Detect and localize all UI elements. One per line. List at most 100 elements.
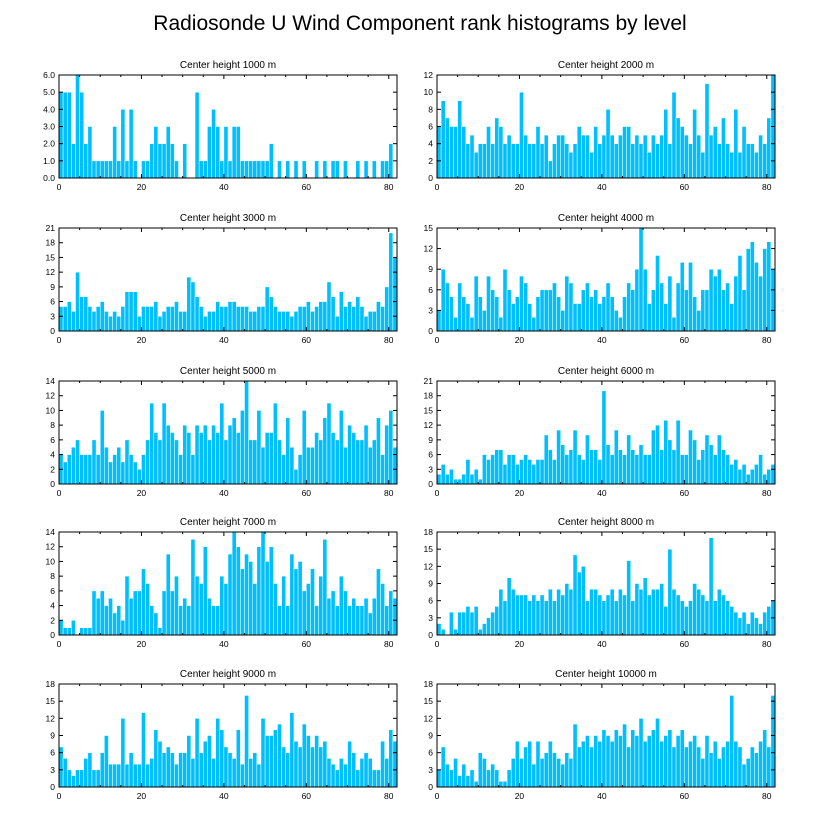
bar	[758, 623, 763, 636]
bar	[630, 449, 636, 485]
bar	[104, 311, 109, 332]
bar	[548, 740, 553, 788]
bar	[721, 594, 726, 636]
bar	[622, 594, 627, 636]
bar	[248, 311, 253, 332]
bar	[762, 248, 768, 332]
bar	[498, 588, 504, 636]
bar	[576, 126, 582, 179]
bar	[754, 617, 759, 636]
bar	[745, 473, 751, 485]
bar	[651, 429, 656, 485]
y-tick-label: 2	[428, 156, 433, 166]
bar	[334, 769, 340, 788]
x-tick-label: 60	[302, 182, 312, 192]
bar	[194, 296, 200, 332]
bar	[568, 588, 574, 636]
bar	[523, 282, 528, 332]
bar	[314, 735, 319, 788]
bar	[585, 282, 590, 332]
bar	[145, 160, 150, 179]
bar	[277, 311, 282, 332]
bar	[301, 723, 307, 788]
bar	[622, 126, 627, 179]
bar	[498, 317, 504, 332]
bar	[539, 594, 545, 636]
bar	[609, 588, 615, 636]
bar	[469, 473, 475, 485]
bar	[564, 583, 570, 636]
bar	[502, 600, 508, 636]
bar	[461, 296, 467, 332]
bar	[112, 126, 117, 179]
bar	[436, 473, 442, 485]
bar	[754, 152, 759, 179]
bar	[465, 303, 471, 332]
bar	[700, 152, 706, 179]
bar	[87, 306, 93, 332]
bar	[453, 758, 458, 788]
bar	[642, 454, 648, 485]
bar	[376, 769, 381, 788]
bar	[622, 296, 627, 332]
bar	[766, 117, 772, 179]
bar	[708, 752, 714, 788]
bar	[252, 752, 258, 788]
bar	[388, 729, 394, 788]
bar	[178, 311, 183, 332]
bar	[754, 262, 759, 332]
bar	[252, 160, 258, 179]
bar	[343, 160, 348, 179]
bar	[556, 429, 561, 485]
bar	[688, 143, 693, 179]
bar	[79, 296, 84, 332]
bar	[124, 575, 130, 636]
bar	[318, 439, 324, 485]
bar	[721, 117, 726, 179]
bar	[502, 268, 508, 332]
bar	[264, 160, 270, 179]
bar	[477, 752, 483, 788]
bar	[211, 109, 216, 179]
bar	[762, 473, 768, 485]
bar	[141, 712, 146, 788]
bar	[597, 740, 603, 788]
bar	[626, 126, 631, 179]
bar	[367, 612, 373, 636]
bar	[469, 611, 475, 636]
bar	[231, 531, 237, 636]
bar	[766, 606, 772, 636]
bar	[543, 434, 549, 485]
bar	[380, 306, 385, 332]
bar	[572, 429, 578, 485]
bar	[99, 590, 105, 636]
y-tick-label: 15	[424, 405, 434, 415]
y-tick-label: 15	[424, 223, 434, 233]
bar	[372, 597, 377, 636]
bar	[91, 311, 97, 332]
bar	[301, 590, 307, 636]
bar	[62, 461, 68, 485]
bar	[384, 424, 390, 485]
bar	[380, 160, 385, 179]
bar	[157, 627, 163, 636]
bar	[490, 289, 495, 332]
bar	[227, 553, 233, 636]
bar	[215, 126, 221, 179]
bar	[593, 588, 599, 636]
x-tick-label: 80	[384, 335, 394, 345]
bar	[659, 282, 664, 332]
bar	[120, 306, 126, 332]
bar	[326, 402, 332, 485]
bar	[745, 758, 751, 788]
bar	[560, 594, 566, 636]
bar	[729, 303, 735, 332]
bar	[527, 143, 533, 179]
bar	[293, 160, 299, 179]
bar	[572, 723, 578, 788]
bar	[519, 594, 524, 636]
bar	[260, 446, 266, 485]
bar	[634, 134, 640, 179]
bar	[626, 746, 631, 788]
x-tick-label: 0	[435, 488, 440, 498]
